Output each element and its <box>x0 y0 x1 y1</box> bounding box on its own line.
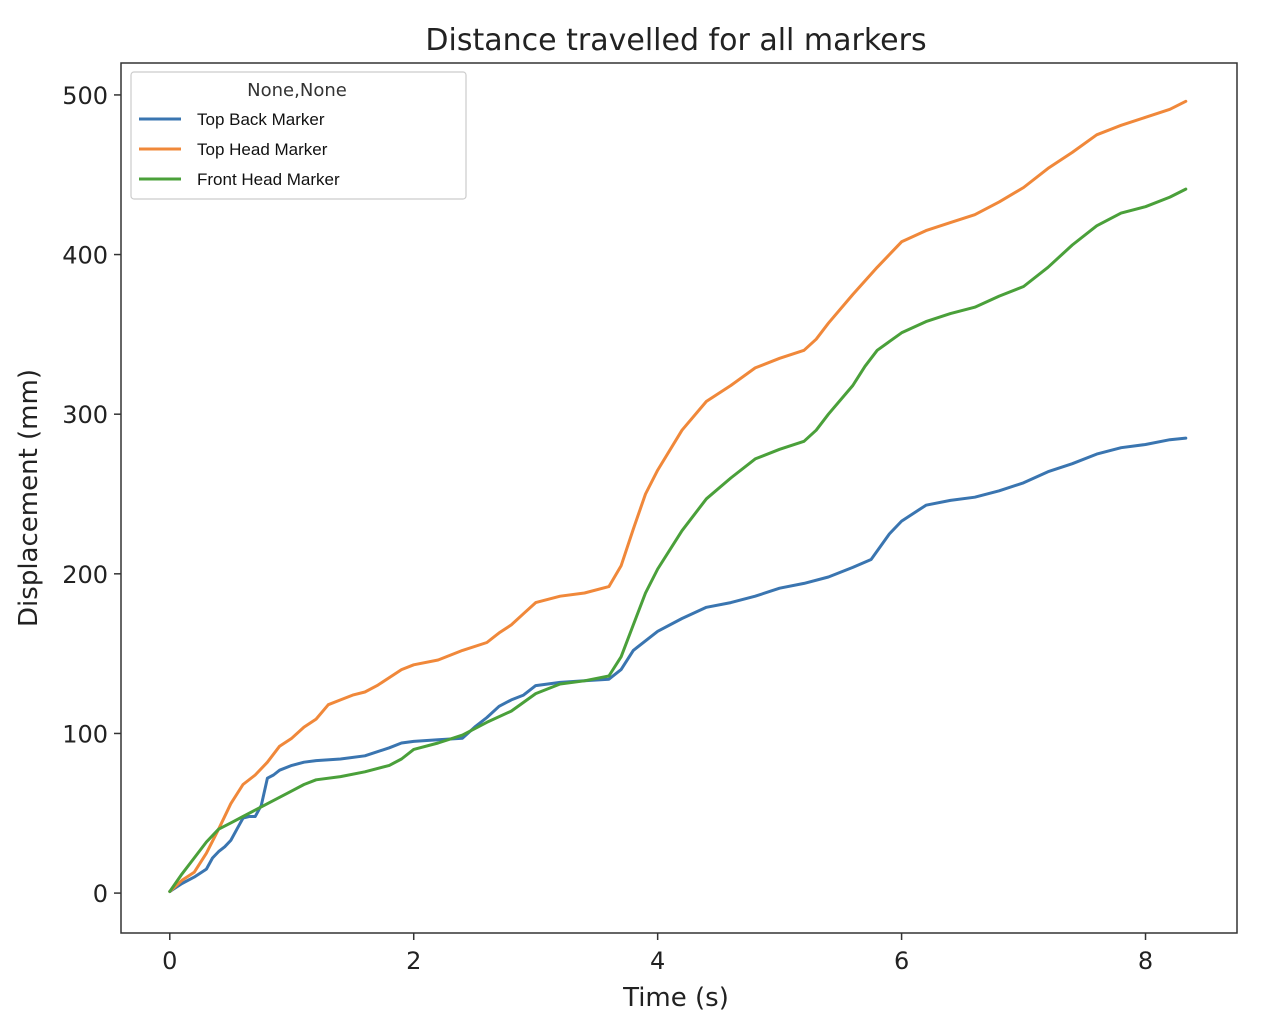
x-tick-label: 2 <box>406 947 421 975</box>
plot-frame <box>120 62 1238 934</box>
legend-box <box>130 71 467 200</box>
x-axis-title: Time (s) <box>622 983 729 1013</box>
y-axis-title: Displacement (mm) <box>14 369 44 627</box>
y-tick-label: 400 <box>62 242 108 270</box>
series-line-front-head-marker <box>168 187 1188 893</box>
legend-title: None,None <box>247 80 347 101</box>
x-tick-label: 0 <box>162 947 177 975</box>
y-tick-label: 500 <box>62 82 108 110</box>
y-tick-label: 200 <box>62 561 108 589</box>
series-line-top-back-marker <box>168 436 1188 893</box>
legend-entries: Top Back Marker Top Head Marker Front Head… <box>139 110 340 189</box>
x-tick-label: 8 <box>1138 947 1153 975</box>
chart-title: Distance travelled for all markers <box>425 23 926 58</box>
legend-label-top-back-marker: Top Back Marker <box>197 110 325 129</box>
y-tick-label: 0 <box>93 880 108 908</box>
y-tick-label: 300 <box>62 401 108 429</box>
axes-layer: 0 2 4 6 8 0 100 200 300 400 500 <box>62 82 1153 975</box>
legend-label-front-head-marker: Front Head Marker <box>197 170 340 189</box>
series-line-top-head-marker <box>168 99 1188 893</box>
y-tick-label: 100 <box>62 720 108 748</box>
series-layer <box>168 99 1188 893</box>
x-tick-label: 4 <box>650 947 665 975</box>
legend: None,None Top Back Marker Top Head Marker… <box>130 71 467 200</box>
legend-label-top-head-marker: Top Head Marker <box>197 140 328 159</box>
x-tick-label: 6 <box>894 947 909 975</box>
